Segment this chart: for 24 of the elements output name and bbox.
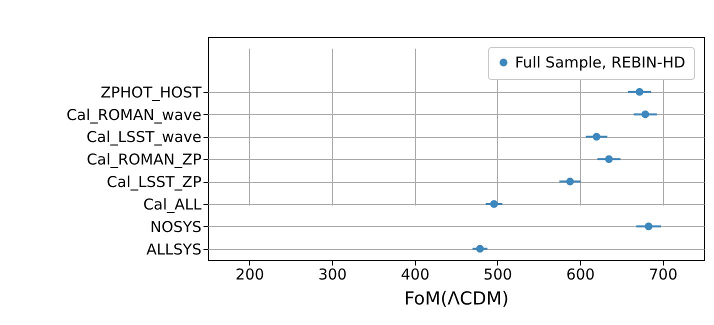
point xyxy=(490,200,498,208)
legend-label: Full Sample, REBIN-HD xyxy=(515,54,686,72)
x-tick-label: 200 xyxy=(236,266,264,284)
y-tick-label: NOSYS xyxy=(150,218,202,236)
point xyxy=(605,155,613,164)
y-tick-label: Cal_ALL xyxy=(143,195,202,214)
x-tick-label: 500 xyxy=(484,266,512,284)
y-tick-label: Cal_LSST_wave xyxy=(86,128,202,146)
point xyxy=(592,132,600,141)
x-axis-title: FoM(ΛCDM) xyxy=(404,288,509,310)
point xyxy=(476,244,484,253)
y-tick-label: ALLSYS xyxy=(146,240,202,258)
point xyxy=(644,222,652,230)
y-tick-label: Cal_ROMAN_ZP xyxy=(86,150,202,169)
x-tick-label: 300 xyxy=(318,266,347,284)
x-tick-label: 700 xyxy=(648,266,678,284)
y-tick-label: ZPHOT_HOST xyxy=(100,83,202,102)
point xyxy=(636,88,644,96)
point xyxy=(641,110,650,118)
point xyxy=(566,178,574,186)
y-tick-label: Cal_ROMAN_wave xyxy=(66,106,202,124)
x-tick-label: 400 xyxy=(400,266,430,284)
y-tick-label: Cal_LSST_ZP xyxy=(106,173,202,192)
x-tick-label: 600 xyxy=(566,266,595,284)
